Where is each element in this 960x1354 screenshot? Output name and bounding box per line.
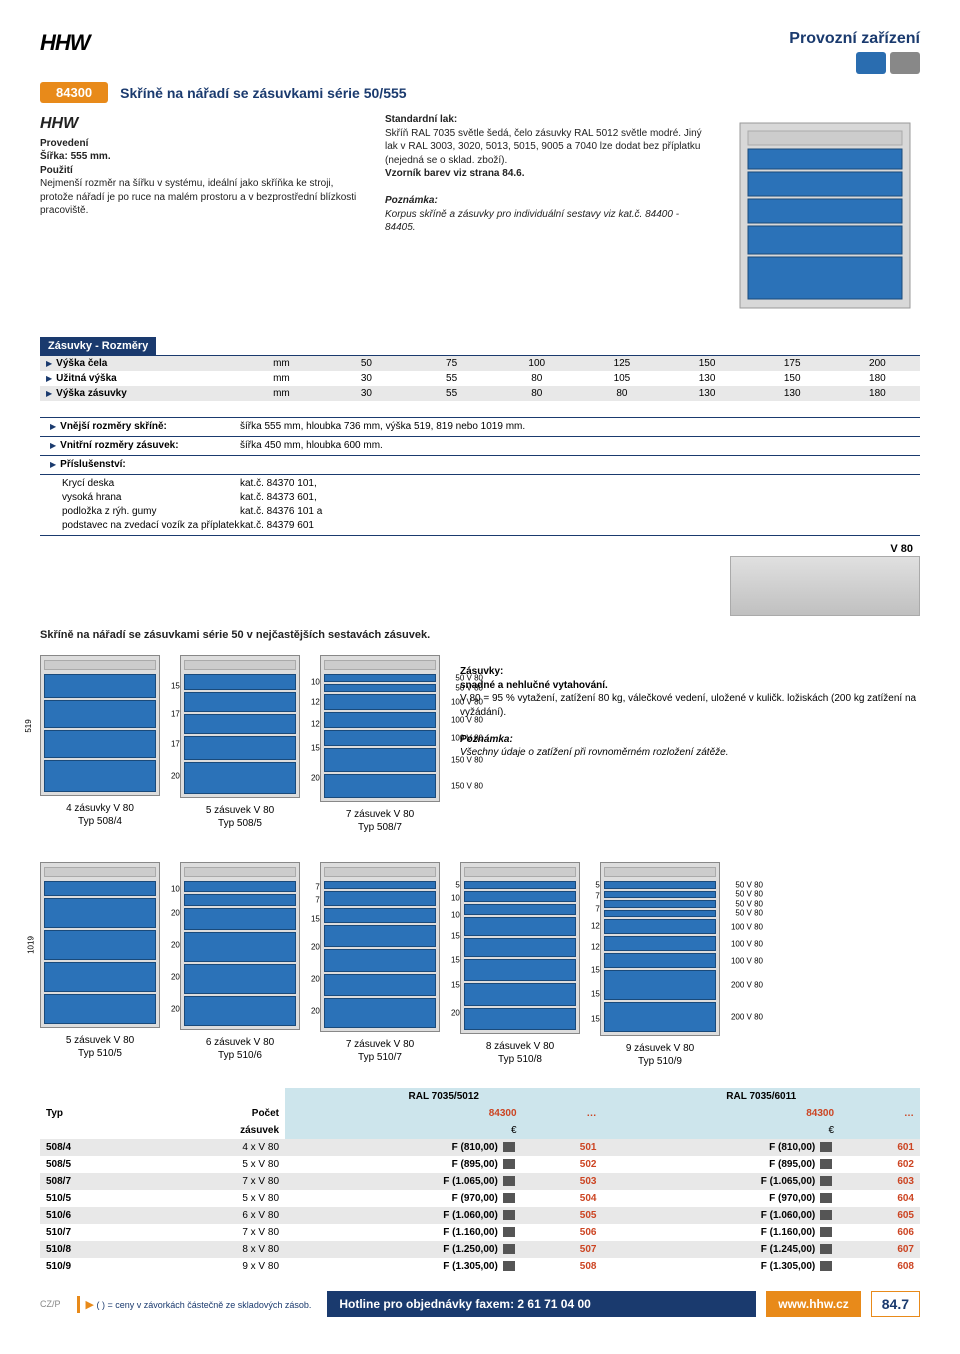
price-table: RAL 7035/5012RAL 7035/6011 TypPočet84300… bbox=[40, 1088, 920, 1275]
logo: HHW bbox=[40, 30, 90, 56]
note-head: Poznámka: bbox=[385, 195, 438, 206]
detail-block: Vnější rozměry skříně:šířka 555 mm, hlou… bbox=[40, 417, 920, 536]
provedeni-head: Provedení bbox=[40, 138, 88, 149]
section-title: Skříně na nářadí se zásuvkami série 50/5… bbox=[120, 85, 406, 101]
gs-badge bbox=[890, 52, 920, 74]
subhead: Skříně na nářadí se zásuvkami série 50 v… bbox=[40, 629, 920, 641]
intro-col1: HHW Provedení Šířka: 555 mm. Použití Nej… bbox=[40, 113, 365, 313]
czp-label: CZ/P bbox=[40, 1299, 61, 1309]
tuv-badge bbox=[856, 52, 886, 74]
url: www.hhw.cz bbox=[766, 1291, 860, 1317]
pouziti-head: Použití bbox=[40, 165, 73, 176]
page-number: 84.7 bbox=[871, 1291, 920, 1317]
note-text: Korpus skříně a zásuvky pro individuální… bbox=[385, 209, 679, 234]
lak-text: Skříň RAL 7035 světle šedá, čelo zásuvky… bbox=[385, 128, 702, 166]
cert-badges bbox=[789, 52, 920, 74]
lak-head: Standardní lak: bbox=[385, 114, 457, 125]
spec-header: Zásuvky - Rozměry bbox=[40, 337, 156, 355]
intro-col2: Standardní lak: Skříň RAL 7035 světle še… bbox=[385, 113, 710, 313]
cabinet-image bbox=[730, 113, 920, 313]
logo-small: HHW bbox=[40, 113, 365, 135]
footer-note: ▶ ( ) = ceny v závorkách částečně ze skl… bbox=[77, 1296, 318, 1313]
pouziti-text: Nejmenší rozměr na šířku v systému, ideá… bbox=[40, 178, 356, 216]
spec-table: Výška čelamm5075100125150175200Užitná vý… bbox=[40, 355, 920, 401]
vzornik: Vzorník barev viz strana 84.6. bbox=[385, 168, 525, 179]
hotline: Hotline pro objednávky faxem: 2 61 71 04… bbox=[327, 1291, 756, 1317]
page-title: Provozní zařízení bbox=[789, 30, 920, 48]
sirka: Šířka: 555 mm. bbox=[40, 151, 111, 162]
v80-image bbox=[40, 556, 920, 619]
article-code: 84300 bbox=[40, 82, 108, 103]
